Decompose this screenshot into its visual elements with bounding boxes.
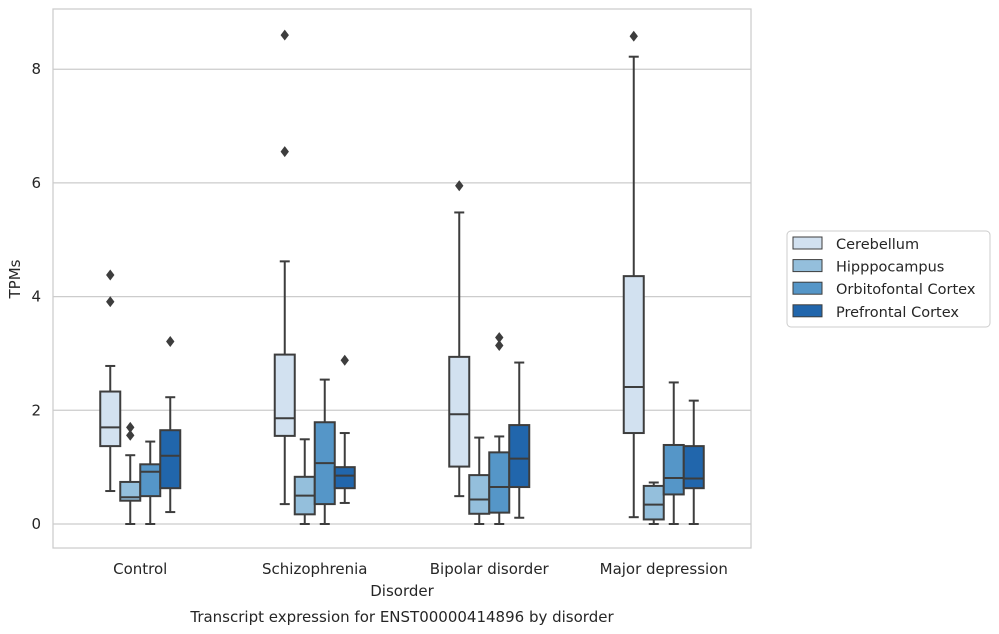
box-hipppocampus — [642, 481, 665, 525]
legend-swatch — [792, 236, 823, 250]
legend-label: Hipppocampus — [836, 260, 944, 276]
box-orbitofontal-cortex — [662, 381, 685, 525]
outlier-point — [106, 296, 115, 308]
legend-swatch — [792, 304, 823, 318]
box-cerebellum — [622, 30, 645, 519]
y-axis-label: TPMs — [6, 259, 24, 299]
legend-swatch — [792, 259, 823, 273]
legend-frame — [786, 230, 991, 328]
outlier-point — [280, 29, 289, 41]
outlier-point — [106, 269, 115, 281]
outlier-point — [340, 354, 349, 366]
legend: Cerebellum Hipppocampus Orbitofontal Corte… — [786, 230, 991, 328]
box-iqr — [642, 484, 665, 521]
box-prefrontal-cortex — [159, 336, 182, 514]
chart-title: Transcript expression for ENST0000041489… — [189, 608, 614, 626]
box-prefrontal-cortex — [682, 399, 705, 525]
outlier-point — [495, 332, 504, 343]
outlier-point — [629, 30, 638, 42]
box-prefrontal-cortex — [333, 354, 356, 504]
box-iqr — [508, 424, 531, 489]
box-iqr — [488, 451, 511, 514]
box-hipppocampus — [119, 421, 142, 525]
y-tick-label: 2 — [31, 401, 41, 419]
box-cerebellum — [448, 180, 471, 498]
box-prefrontal-cortex — [508, 361, 531, 519]
x-axis-label: Disorder — [370, 582, 434, 600]
box-orbitofontal-cortex — [313, 378, 336, 525]
outlier-point — [166, 336, 175, 347]
x-tick-label: Major depression — [600, 560, 728, 578]
x-tick-labels: Control Schizophrenia Bipolar disorder Majo… — [113, 560, 728, 578]
x-tick-label: Schizophrenia — [262, 560, 367, 578]
box-iqr — [622, 275, 645, 435]
legend-label: Cerebellum — [836, 237, 919, 253]
outlier-point — [126, 429, 135, 441]
x-tick-label: Bipolar disorder — [430, 560, 550, 578]
outlier-point — [495, 340, 504, 351]
outlier-point — [126, 421, 135, 433]
box-cerebellum — [273, 29, 296, 506]
x-tick-label: Control — [113, 560, 167, 578]
box-cerebellum — [99, 269, 122, 493]
box-iqr — [448, 355, 471, 468]
legend-label: Prefrontal Cortex — [836, 305, 959, 321]
box-iqr — [333, 466, 356, 490]
box-iqr — [139, 463, 162, 498]
y-tick-label: 4 — [31, 288, 41, 306]
y-tick-labels: 0 2 4 6 8 — [31, 60, 41, 533]
legend-label: Orbitofontal Cortex — [836, 282, 976, 298]
y-tick-label: 6 — [31, 174, 41, 192]
outlier-point — [280, 146, 289, 158]
box-iqr — [662, 443, 685, 496]
box-iqr — [468, 474, 491, 515]
outlier-point — [455, 180, 464, 192]
legend-swatch — [792, 281, 823, 295]
y-tick-label: 8 — [31, 60, 41, 78]
y-tick-label: 0 — [31, 515, 41, 533]
box-iqr — [159, 429, 182, 490]
plot-area-frame — [52, 8, 752, 549]
box-iqr — [682, 445, 705, 490]
box-iqr — [273, 353, 296, 437]
box-iqr — [99, 390, 122, 448]
box-groups — [99, 29, 705, 525]
